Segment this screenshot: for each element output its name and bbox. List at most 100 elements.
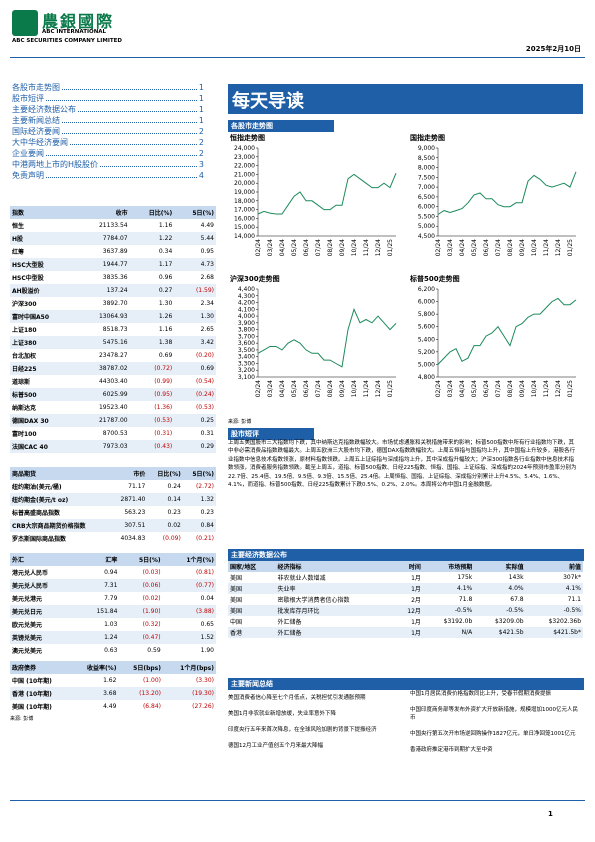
cell: 法国CAC 40 (10, 440, 77, 453)
cell: 纽约期金(美元/t oz) (10, 493, 111, 506)
toc-page: 1 (198, 116, 204, 125)
x-tick-label: 12/24 (375, 239, 382, 256)
cell: CRB大宗商品期货价格指数 (10, 519, 111, 532)
toc-row: 股市短评 1 (12, 93, 204, 104)
cell: $3202.36b (548, 618, 581, 625)
y-tick-label: 20,000 (234, 180, 255, 187)
cell: (13.20) (118, 687, 163, 700)
cell: 5475.16 (76, 336, 130, 349)
y-tick-label: 5,600 (418, 324, 435, 331)
y-tick-label: 5,000 (418, 361, 435, 368)
cell: 日经225 (10, 362, 77, 375)
cell: 批发库存月环比 (275, 605, 396, 616)
x-tick-label: 07/24 (495, 239, 502, 256)
toc-title: 免责声明 (12, 171, 44, 180)
rule (10, 800, 585, 801)
cell: 美国 (228, 605, 276, 616)
y-tick-label: 5,500 (418, 213, 435, 220)
cell: 香港 (10年期) (10, 687, 72, 700)
cell: 1944.77 (76, 258, 130, 271)
row: CRB大宗商品期货价格指数 307.51 0.02 0.84 (10, 519, 216, 532)
toc-dots (46, 148, 197, 156)
cell: 0.23 (200, 509, 214, 516)
econ-table: 国家/地区 经济指标 时间 市场预期 实际值 前值 美国 非农就业人数增减 1月 175k 143k… (228, 561, 583, 638)
charts: 恒指走势图 14,000 15,000 16,000 17,000 18,000 19,00… (228, 132, 583, 412)
cell: 21787.00 (76, 414, 130, 427)
cell: 纳斯达克 (12, 405, 37, 412)
cell: 中国 (230, 619, 243, 626)
header-cell: 经济指标 (275, 561, 396, 572)
y-tick-label: 4,500 (418, 233, 435, 240)
row: 美国 批发库存月环比 12月 -0.5% -0.5% -0.5% (228, 605, 583, 616)
cell: 0.25 (174, 414, 216, 427)
cell: 0.69 (174, 362, 216, 375)
y-tick-label: 23,000 (234, 154, 255, 161)
cell: 0.29 (174, 440, 216, 453)
cell: 1.62 (103, 677, 117, 684)
cell: 德国DAX 30 (10, 414, 77, 427)
toc-page: 1 (198, 94, 204, 103)
cell: (0.72) (129, 362, 175, 375)
cell: (0.02) (142, 595, 161, 602)
price-line (437, 171, 577, 215)
x-tick-label: 02/24 (255, 380, 262, 397)
x-tick-label: 08/24 (507, 239, 514, 256)
x-tick-label: 01/25 (387, 380, 394, 397)
cell: 0.31 (200, 430, 214, 437)
y-tick-label: 3,400 (238, 354, 255, 361)
cell: N/A (422, 627, 475, 638)
cell: 4.49 (103, 703, 117, 710)
row: 纽约期油(美元/桶) 71.17 0.24 (2.72) (10, 480, 216, 493)
cell: 0.69 (158, 352, 173, 359)
cell: (0.53) (195, 404, 214, 411)
cell: (0.24) (174, 388, 216, 401)
cell: (0.21) (195, 535, 214, 542)
cell: 2月 (411, 597, 421, 604)
cell: 台北加权 (12, 353, 37, 360)
x-tick-label: 05/24 (291, 239, 298, 256)
toc-page: 1 (198, 83, 204, 92)
news-item: 中国印度商务部等发布外资扩大开放新措施，规模增加1000亿元人民币 (410, 707, 578, 721)
cell: 1.30 (158, 300, 173, 307)
cell: 上证380 (10, 336, 77, 349)
y-tick-label: 5,000 (418, 223, 435, 230)
cell: 8700.53 (102, 430, 128, 437)
market-table: 指数 收市 日比(%) 5日(%) 恒生 21133.54 1.16 4.49 H股 7784.0… (10, 206, 216, 453)
line-chart: 国指走势图 4,500 5,000 5,500 6,000 6,500 7,000 7,500… (410, 133, 577, 256)
cell: 3637.89 (102, 248, 128, 255)
x-tick-label: 06/24 (483, 380, 490, 397)
price-line (257, 307, 397, 368)
x-tick-label: 02/24 (255, 239, 262, 256)
cell: 0.14 (147, 493, 183, 506)
row: 美元兑人民币 7.31 (0.06) (0.77) (10, 579, 216, 592)
cell: 143k (508, 574, 524, 581)
cell: 澳元兑美元 (12, 648, 43, 655)
toc: 各股市走势图 1 股市短评 1 主要经济数据公布 1 主要新闻总结 1 国际经济要闻 2 大中华经济… (12, 82, 204, 181)
news-left: 美国消费者信心降至七个月低点，关税担忧引发通胀预期 美国1月非农就业新增放缓，失业… (228, 694, 398, 758)
header-cell: 收市 (76, 206, 130, 219)
chart-title: 恒指走势图 (229, 133, 265, 142)
x-tick-label: 05/24 (291, 380, 298, 397)
cell: 0.24 (167, 483, 181, 490)
header-cell: 日比(%) (147, 467, 183, 480)
x-tick-label: 03/24 (447, 380, 454, 397)
cell: 外汇储备 (277, 619, 302, 626)
cell: (0.03) (142, 569, 161, 576)
cell: 2.34 (200, 300, 214, 307)
row: 德国DAX 30 21787.00 (0.53) 0.25 (10, 414, 216, 427)
header-cell: 政府债券 (10, 661, 72, 674)
cell: 标普500 (10, 388, 77, 401)
cell: 175k (457, 574, 473, 581)
row: 美国 密歇根大学消费者信心指数 2月 71.8 67.8 71.1 (228, 594, 583, 605)
logo (12, 10, 38, 36)
x-tick-label: 01/25 (567, 239, 574, 256)
cell: (0.43) (129, 440, 175, 453)
y-tick-label: 14,000 (234, 233, 255, 240)
y-tick-label: 8,500 (418, 155, 435, 162)
header-cell: 5日(bps) (118, 661, 163, 674)
cell: $3209.0b (494, 618, 524, 625)
cell: (3.88) (162, 605, 216, 618)
cell: 4.49 (200, 222, 214, 229)
section-title: 主要新闻总结 (228, 678, 584, 690)
